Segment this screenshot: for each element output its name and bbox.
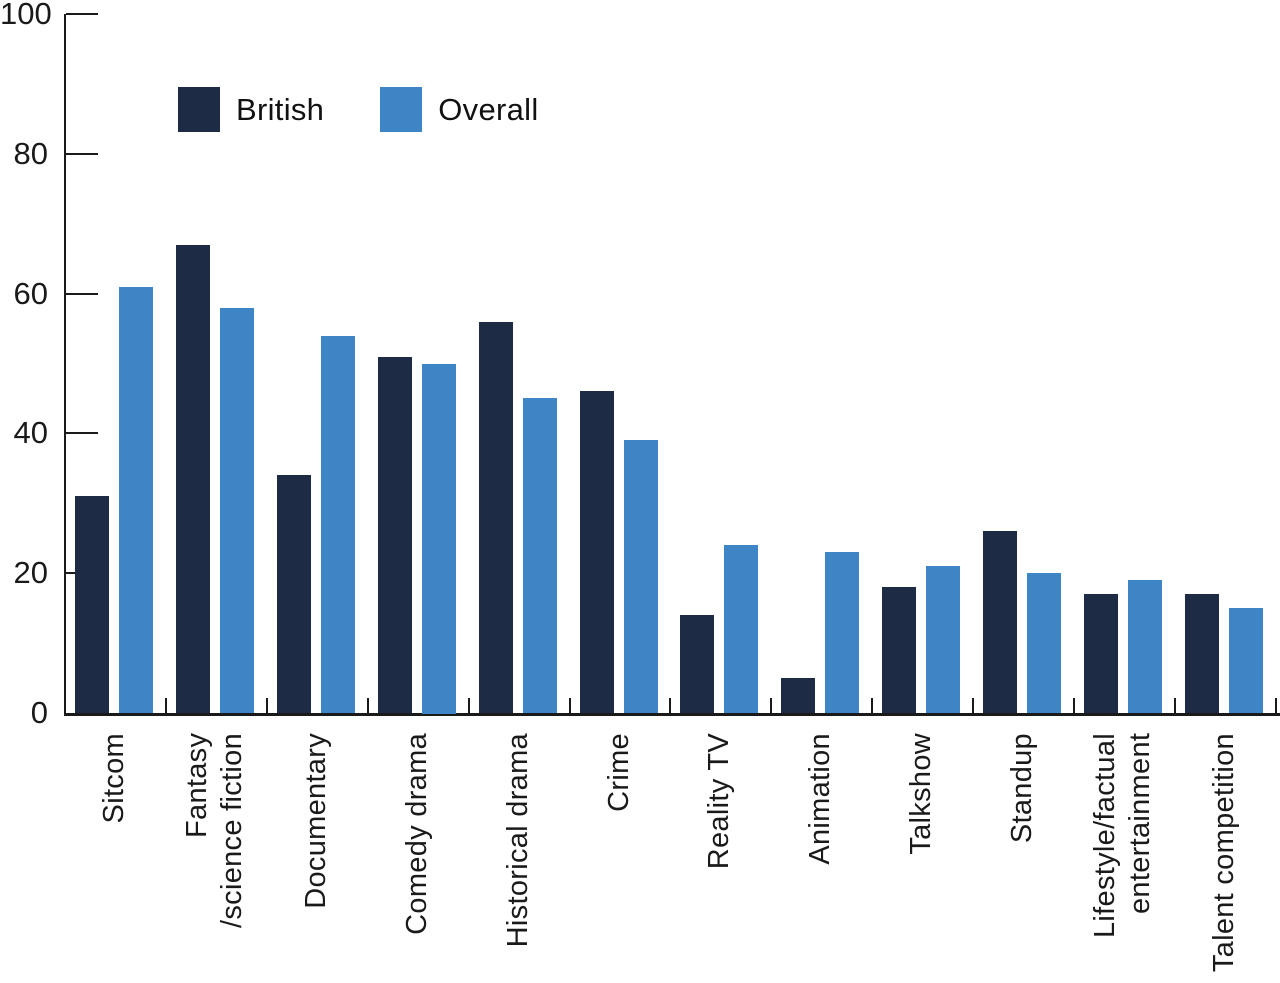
bar-british-animation (781, 678, 815, 713)
x-category-label: Lifestyle/factual entertainment (1075, 733, 1171, 938)
x-category-label: Fantasy/science fiction (167, 733, 263, 928)
x-category-label-text: Crime (602, 733, 635, 812)
bar-british-lifestyle-factual (1084, 594, 1118, 713)
y-tick (66, 153, 98, 155)
bar-overall-talent-competition (1229, 608, 1263, 713)
y-tick-label: 40 (13, 415, 48, 450)
legend-swatch-overall (380, 87, 423, 132)
x-category-label-text: Animation (803, 733, 836, 865)
y-tick (66, 293, 98, 295)
legend-item-british: British (178, 87, 324, 132)
x-category-label: Crime (571, 733, 667, 812)
legend-item-overall: Overall (380, 87, 538, 132)
bar-british-documentary (277, 475, 311, 713)
x-tick (266, 698, 268, 713)
x-tick (669, 698, 671, 713)
x-tick (871, 698, 873, 713)
bar-overall-crime (624, 440, 658, 713)
x-tick (1073, 698, 1075, 713)
bar-overall-fantasy (220, 308, 254, 713)
x-tick (770, 698, 772, 713)
x-category-label-text: Talkshow (904, 733, 937, 855)
bar-british-talent-competition (1185, 594, 1219, 713)
x-category-label-text: Fantasy/science fiction (181, 733, 248, 928)
bar-overall-animation (825, 552, 859, 713)
bar-british-talkshow (882, 587, 916, 713)
x-category-label: Talent competition (1176, 733, 1272, 972)
x-category-label-text: Sitcom (97, 733, 130, 824)
bar-overall-documentary (321, 336, 355, 713)
bar-overall-sitcom (119, 287, 153, 713)
x-tick (972, 698, 974, 713)
x-category-label-text: Documentary (299, 733, 332, 909)
x-category-label: Animation (772, 733, 868, 865)
x-tick (1275, 698, 1277, 713)
bar-british-crime (580, 391, 614, 713)
x-category-label: Talkshow (873, 733, 969, 855)
bar-overall-comedy-drama (422, 364, 456, 714)
x-category-label-text: Reality TV (702, 733, 735, 870)
y-tick-label: 100 (0, 0, 52, 31)
bar-british-reality-tv (680, 615, 714, 713)
x-category-label: Historical drama (470, 733, 566, 947)
x-category-label-text: Talent competition (1207, 733, 1240, 973)
y-tick (66, 432, 98, 434)
legend: British Overall (178, 87, 539, 132)
legend-swatch-british (178, 87, 220, 132)
bar-overall-talkshow (926, 566, 960, 713)
bar-british-standup (983, 531, 1017, 713)
y-tick-label: 0 (30, 695, 48, 730)
bar-overall-lifestyle-factual (1128, 580, 1162, 713)
bar-british-sitcom (75, 496, 109, 713)
x-category-label-text: Historical drama (501, 733, 534, 948)
x-category-label: Standup (974, 733, 1070, 843)
y-tick-label: 20 (13, 555, 48, 590)
x-category-label: Sitcom (66, 733, 162, 823)
bar-overall-historical-drama (523, 398, 557, 713)
x-category-label: Documentary (268, 733, 364, 909)
x-category-label: Reality TV (671, 733, 767, 869)
legend-label-british: British (236, 91, 325, 127)
x-tick (1174, 698, 1176, 713)
bar-overall-reality-tv (724, 545, 758, 713)
x-axis-line (64, 713, 1280, 716)
bar-british-comedy-drama (378, 357, 412, 713)
y-tick-label: 60 (13, 276, 48, 311)
x-tick (569, 698, 571, 713)
bar-british-fantasy (176, 245, 210, 713)
bar-british-historical-drama (479, 322, 513, 713)
y-axis-line (64, 14, 66, 716)
y-tick (66, 13, 98, 15)
x-tick (468, 698, 470, 713)
x-category-label: Comedy drama (369, 733, 465, 935)
bar-overall-standup (1027, 573, 1061, 713)
x-category-label-text: Lifestyle/factual entertainment (1089, 733, 1156, 938)
legend-label-overall: Overall (438, 91, 539, 127)
x-tick (165, 698, 167, 713)
x-category-label-text: Comedy drama (400, 733, 433, 935)
x-category-label-text: Standup (1005, 733, 1038, 844)
x-tick (367, 698, 369, 713)
y-tick-label: 80 (13, 136, 48, 171)
